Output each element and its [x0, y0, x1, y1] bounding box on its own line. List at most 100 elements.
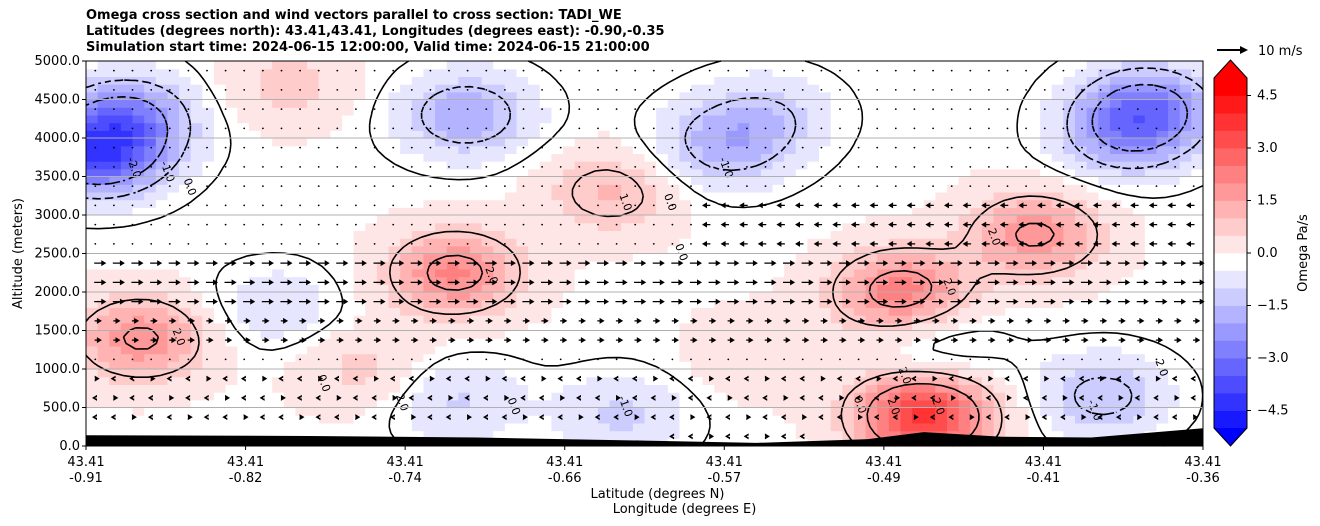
field-cell [516, 176, 529, 185]
field-cell [912, 191, 925, 201]
field-cell [225, 84, 238, 93]
field-cell [563, 268, 576, 278]
field-cell [248, 330, 262, 339]
field-cell [1179, 168, 1192, 178]
field-cell [644, 138, 657, 147]
field-cell [202, 322, 215, 332]
field-cell [621, 361, 634, 370]
field-cell [1168, 84, 1181, 93]
field-cell [341, 84, 355, 93]
field-cell [97, 422, 110, 432]
field-cell [1040, 168, 1053, 178]
field-cell [376, 222, 390, 231]
field-cell [1005, 130, 1018, 139]
field-cell [341, 376, 355, 385]
field-cell [865, 191, 878, 201]
field-cell [295, 268, 308, 278]
field-cell [691, 376, 704, 385]
wind-vector [168, 185, 171, 188]
field-cell [1144, 384, 1158, 393]
field-cell [691, 353, 704, 362]
field-cell [283, 84, 297, 93]
field-cell [865, 384, 878, 393]
field-cell [528, 61, 541, 70]
field-cell [341, 345, 355, 355]
field-cell [283, 307, 297, 316]
field-cell [795, 199, 808, 208]
field-cell [202, 422, 215, 432]
field-cell [1028, 230, 1041, 239]
field-cell [190, 114, 203, 124]
field-cell [144, 238, 157, 247]
field-cell [435, 230, 448, 239]
field-cell [481, 122, 494, 131]
field-cell [981, 176, 995, 185]
field-cell [458, 307, 471, 316]
field-cell [551, 422, 564, 432]
field-cell [1086, 415, 1099, 424]
field-cell [679, 369, 692, 378]
field-cell [795, 422, 808, 432]
field-cell [504, 284, 518, 293]
field-cell [213, 122, 227, 131]
field-cell [1144, 68, 1158, 77]
field-cell [644, 153, 657, 162]
field-cell [597, 191, 611, 201]
field-cell [144, 191, 157, 201]
field-cell [132, 130, 145, 139]
field-cell [376, 392, 390, 401]
field-cell [213, 130, 227, 139]
field-cell [737, 245, 750, 255]
field-cell [784, 376, 797, 385]
field-cell [1156, 253, 1169, 262]
field-cell [318, 292, 331, 301]
field-cell [109, 338, 122, 347]
field-cell [1063, 168, 1076, 178]
field-cell [795, 168, 808, 178]
field-cell [411, 245, 425, 255]
field-cell [179, 307, 192, 316]
field-cell [784, 138, 797, 147]
field-cell [1075, 322, 1088, 332]
field-cell [435, 261, 448, 270]
field-cell [1168, 245, 1181, 255]
field-cell [1063, 330, 1076, 339]
field-cell [1063, 145, 1076, 154]
field-cell [900, 199, 913, 208]
field-cell [609, 307, 622, 316]
field-cell [1121, 161, 1134, 170]
field-cell [574, 230, 587, 239]
field-cell [586, 384, 599, 393]
field-cell [819, 138, 832, 147]
field-cell [1144, 330, 1158, 339]
field-cell [714, 399, 727, 409]
field-cell [365, 299, 378, 308]
field-cell [86, 315, 99, 324]
field-cell [795, 61, 808, 70]
field-cell [772, 253, 785, 262]
field-cell [900, 130, 913, 139]
field-cell [97, 176, 110, 185]
field-cell [807, 91, 820, 101]
field-cell [597, 114, 611, 124]
field-cell [900, 91, 913, 101]
field-cell [411, 399, 425, 409]
field-cell [877, 338, 890, 347]
field-cell [563, 122, 576, 131]
field-cell [900, 276, 913, 285]
field-cell [423, 191, 436, 201]
field-cell [586, 68, 599, 77]
field-cell [318, 91, 331, 101]
field-cell [155, 345, 169, 355]
field-cell [1028, 122, 1041, 131]
field-cell [132, 138, 145, 147]
field-cell [1028, 184, 1041, 193]
field-cell [539, 399, 553, 409]
field-cell [353, 261, 366, 270]
field-cell [435, 399, 448, 409]
field-cell [202, 238, 215, 247]
field-cell [167, 114, 180, 124]
field-cell [1075, 199, 1088, 208]
field-cell [1028, 61, 1041, 70]
field-cell [702, 253, 715, 262]
